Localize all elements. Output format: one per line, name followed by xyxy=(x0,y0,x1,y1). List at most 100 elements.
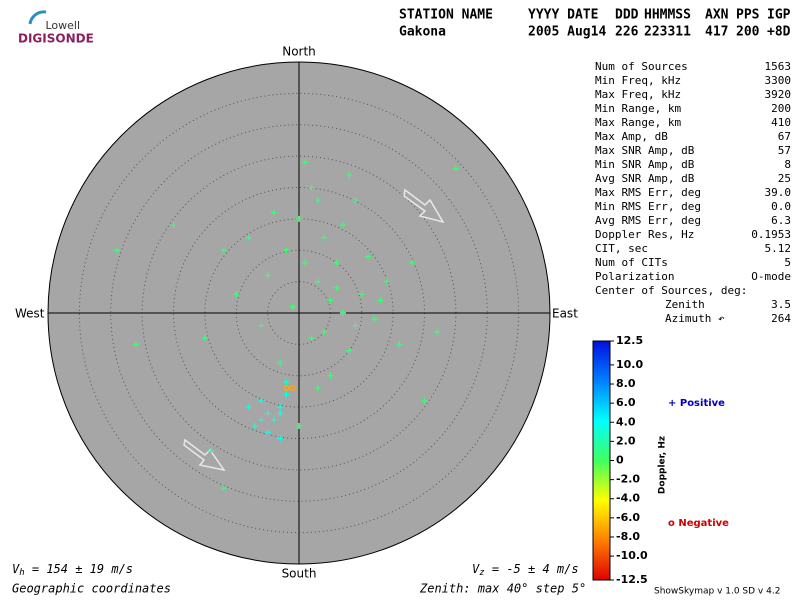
compass-label: East xyxy=(552,307,578,321)
source-positive xyxy=(327,297,334,304)
header-label: YYYY DATE xyxy=(528,8,598,23)
source-positive xyxy=(352,322,359,329)
header-label: PPS xyxy=(736,8,760,23)
source-negative xyxy=(283,385,290,392)
colorbar-tick-label: -10.0 xyxy=(616,549,648,562)
source-positive xyxy=(296,422,302,429)
stat-label: Min SNR Amp, dB xyxy=(595,158,695,171)
compass-label: South xyxy=(282,567,317,581)
source-positive xyxy=(252,422,259,429)
source-positive xyxy=(283,247,290,254)
source-positive xyxy=(233,291,240,298)
source-positive xyxy=(277,404,284,411)
source-positive xyxy=(277,410,284,417)
source-positive xyxy=(258,416,265,423)
stat-value: 39.0 xyxy=(765,186,792,199)
version: ShowSkymap v 1.0 SD v 4.2 xyxy=(654,587,780,597)
stat-value: 410 xyxy=(771,116,791,129)
legend-negative: o Negative xyxy=(668,518,729,529)
source-positive xyxy=(132,341,139,348)
stat-label: Min Range, km xyxy=(595,102,681,115)
compass-label: West xyxy=(15,307,45,321)
colorbar-tick-label: -12.5 xyxy=(616,573,648,586)
stat-value: 0.1953 xyxy=(751,228,791,241)
source-positive xyxy=(264,410,271,417)
source-positive xyxy=(289,303,296,310)
source-positive xyxy=(383,278,390,285)
logo-bottom: DIGISONDE xyxy=(18,32,94,46)
source-positive xyxy=(352,197,359,204)
stat-label: Num of CITs xyxy=(595,256,668,269)
stat-label: Avg RMS Err, deg xyxy=(595,214,701,227)
source-positive xyxy=(277,435,284,442)
logo-top: Lowell xyxy=(45,19,80,32)
colorbar-tick-label: 10.0 xyxy=(616,358,643,371)
source-positive xyxy=(421,397,428,404)
source-positive xyxy=(339,310,346,316)
stat-label: Max Freq, kHz xyxy=(595,88,681,101)
velocity-arrow xyxy=(183,438,226,472)
source-positive xyxy=(346,347,353,354)
stat-value: 264 xyxy=(771,312,791,325)
stat-label: Min Freq, kHz xyxy=(595,74,681,87)
source-positive xyxy=(371,316,378,323)
source-positive xyxy=(170,222,177,229)
header-label: HHMMSS xyxy=(644,8,691,23)
header-label: IGP xyxy=(767,8,791,23)
header-value: 417 xyxy=(705,25,728,40)
header-label: AXN xyxy=(705,8,729,23)
zenith-info: Zenith: max 40° step 5° xyxy=(419,582,586,596)
header-value: 2005 Aug14 xyxy=(528,25,606,40)
stat-label: Avg SNR Amp, dB xyxy=(595,172,695,185)
colorbar-label: Doppler, Hz xyxy=(658,436,668,494)
stat-value: 5 xyxy=(784,256,791,269)
source-positive xyxy=(208,448,215,455)
vh: Vh = 154 ± 19 m/s xyxy=(12,562,133,578)
colorbar-tick-label: 2.0 xyxy=(616,434,636,447)
source-positive xyxy=(327,372,334,379)
colorbar-tick-label: 0 xyxy=(616,454,624,467)
stat-value: 57 xyxy=(778,144,791,157)
source-positive xyxy=(201,335,208,342)
source-positive xyxy=(377,297,384,304)
stat-label: Azimuth ↶ xyxy=(665,312,725,325)
source-positive xyxy=(296,215,302,222)
colorbar-tick-label: 6.0 xyxy=(616,396,636,409)
stat-value: 1563 xyxy=(765,60,792,73)
velocity-arrow xyxy=(403,188,445,224)
source-positive xyxy=(308,335,315,342)
header-value: 200 xyxy=(736,25,760,40)
stat-label: Max Amp, dB xyxy=(595,130,668,143)
header-label: DDD xyxy=(615,8,639,23)
source-positive xyxy=(302,259,309,266)
source-positive xyxy=(308,184,315,191)
source-positive xyxy=(114,247,121,254)
header-value: 223311 xyxy=(644,25,691,40)
header-label: STATION NAME xyxy=(399,8,493,23)
source-positive xyxy=(264,272,271,279)
stat-value: 67 xyxy=(778,130,791,143)
source-positive xyxy=(220,485,227,492)
stat-value: 0.0 xyxy=(771,200,791,213)
stat-value: 6.3 xyxy=(771,214,791,227)
source-positive xyxy=(302,159,309,166)
header-value: Gakona xyxy=(399,25,446,40)
source-positive xyxy=(245,234,252,241)
logo-swoosh xyxy=(28,10,47,25)
stat-section: Center of Sources, deg: xyxy=(595,284,747,297)
colorbar-tick-label: -4.0 xyxy=(616,492,640,505)
source-negative xyxy=(289,385,296,392)
source-positive xyxy=(245,404,252,411)
coords: Geographic coordinates xyxy=(12,582,171,596)
source-positive xyxy=(321,328,328,335)
source-positive xyxy=(270,416,277,423)
stat-label: Min RMS Err, deg xyxy=(595,200,701,213)
stat-value: 5.12 xyxy=(765,242,792,255)
compass-label: North xyxy=(282,45,316,59)
source-positive xyxy=(339,222,346,229)
source-positive xyxy=(434,328,441,335)
stat-label: Polarization xyxy=(595,270,674,283)
header-value: 226 xyxy=(615,25,639,40)
source-positive xyxy=(452,165,459,172)
